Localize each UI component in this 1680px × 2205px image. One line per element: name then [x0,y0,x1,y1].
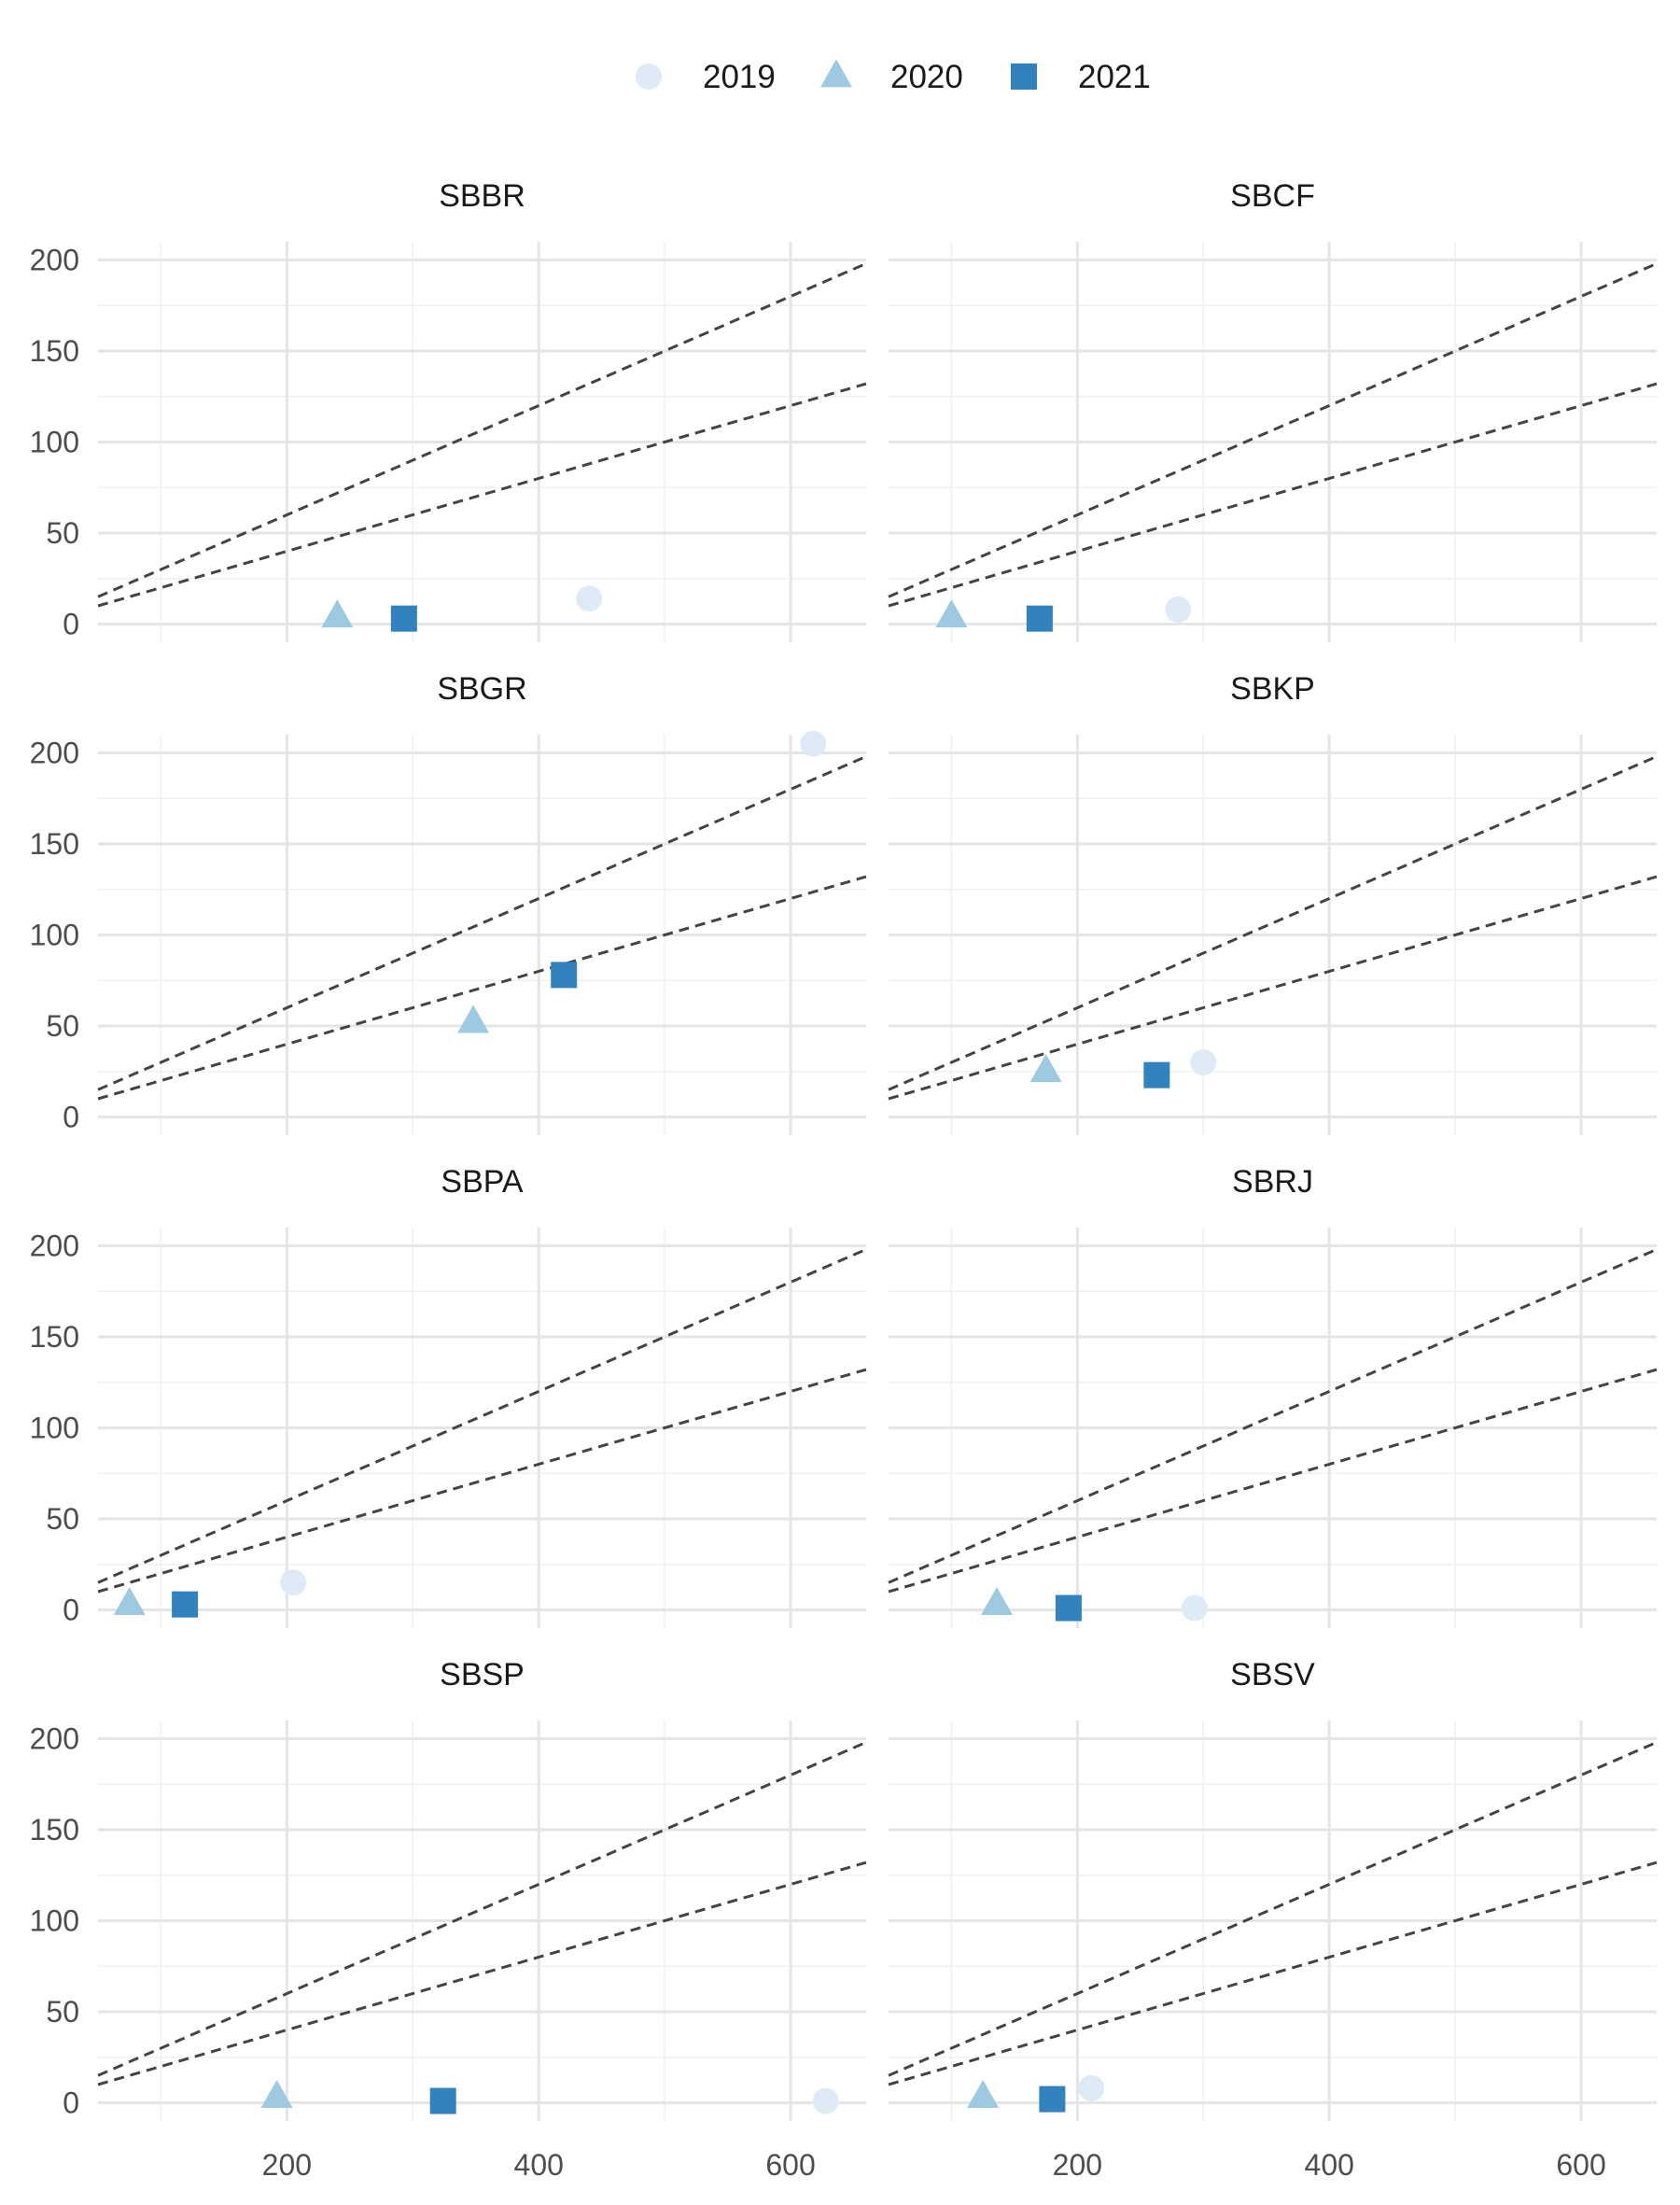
reference-line-2 [888,1861,1658,2086]
data-point-2019 [812,2087,839,2114]
data-point-2021 [390,605,417,632]
reference-line-1 [97,262,867,598]
y-tick-label: 150 [30,334,79,368]
reference-line-2 [888,382,1658,608]
x-tick-label: 600 [765,2148,815,2182]
data-point-2021 [1039,2086,1066,2113]
reference-line-1 [888,1248,1658,1584]
data-point-2021 [1055,1594,1082,1622]
x-tick-label: 200 [1053,2148,1102,2182]
y-tick-label: 0 [63,1101,79,1134]
y-tick-label: 100 [30,426,79,459]
data-point-2020 [981,1587,1014,1616]
legend: 2019 2020 2021 [636,59,1151,95]
x-tick-label: 600 [1556,2148,1605,2182]
reference-line-1 [97,1248,867,1584]
y-tick-label: 50 [46,1995,79,2029]
reference-line-2 [97,1368,867,1594]
data-point-2019 [576,585,603,612]
y-tick-label: 50 [46,1502,79,1536]
data-point-2020 [967,2080,1000,2109]
reference-line-2 [97,382,867,608]
data-point-2019 [1165,596,1192,623]
data-point-2021 [1026,605,1053,632]
x-tick-label: 200 [262,2148,312,2182]
y-tick-label: 100 [30,919,79,952]
reference-line-1 [97,755,867,1091]
data-point-2020 [1029,1054,1062,1083]
legend-marker-square [1011,63,1037,90]
legend-marker-circle [636,63,662,90]
panel-title: SBSV [1230,1657,1315,1692]
panel-SBCF: SBCF [888,178,1658,642]
data-point-2021 [1143,1061,1170,1088]
panel-title: SBSP [440,1657,525,1692]
y-tick-label: 200 [30,244,79,277]
y-tick-label: 150 [30,1813,79,1847]
data-point-2019 [1181,1594,1208,1622]
legend-marker-triangle [820,59,852,88]
data-point-2020 [260,2080,293,2109]
legend-entry-2020: 2020 [820,59,963,95]
reference-line-2 [97,1861,867,2086]
x-tick-label: 400 [1305,2148,1354,2182]
legend-label: 2021 [1078,59,1151,95]
panel-title: SBRJ [1232,1164,1313,1200]
y-tick-label: 0 [63,608,79,641]
data-point-2021 [551,962,578,989]
reference-line-1 [97,1741,867,2077]
y-tick-label: 150 [30,827,79,861]
legend-label: 2019 [703,59,776,95]
panel-SBSP: SBSP 0 50 100 150 200 [30,1657,867,2121]
data-point-2020 [935,599,968,628]
bottom-x-axis: 200 400 600 200 400 600 [262,2148,1606,2182]
panel-SBKP: SBKP [888,671,1658,1135]
panel-SBSV: SBSV [888,1657,1658,2121]
panel-title: SBGR [437,671,526,707]
facet-panels: SBBR 0 50 100 150 200 SBCF SBGR 0 50 100 150 200 SBKP… [30,178,1658,2121]
data-point-2020 [113,1587,146,1616]
data-point-2020 [321,599,354,628]
reference-line-2 [888,875,1658,1101]
y-tick-label: 0 [63,1594,79,1627]
reference-line-1 [888,262,1658,598]
panel-title: SBCF [1230,178,1315,214]
panel-SBGR: SBGR 0 50 100 150 200 [30,671,867,1135]
y-tick-label: 50 [46,516,79,550]
data-point-2019 [280,1569,307,1596]
data-point-2020 [457,1004,490,1033]
legend-label: 2020 [890,59,963,95]
data-point-2019 [1190,1049,1217,1075]
reference-line-1 [888,755,1658,1091]
y-tick-label: 100 [30,1904,79,1938]
y-tick-label: 200 [30,737,79,770]
panel-title: SBPA [441,1164,524,1200]
y-tick-label: 200 [30,1722,79,1756]
data-point-2019 [1078,2074,1105,2101]
y-tick-label: 100 [30,1411,79,1445]
reference-line-2 [97,875,867,1101]
data-point-2021 [172,1591,199,1618]
panel-SBRJ: SBRJ [888,1164,1658,1628]
y-tick-label: 0 [63,2086,79,2120]
y-tick-label: 150 [30,1320,79,1354]
panel-title: SBBR [439,178,525,214]
panel-SBBR: SBBR 0 50 100 150 200 [30,178,867,642]
reference-line-1 [888,1741,1658,2077]
data-point-2019 [800,730,827,757]
x-tick-label: 400 [514,2148,564,2182]
y-tick-label: 50 [46,1009,79,1043]
panel-title: SBKP [1230,671,1315,707]
legend-entry-2019: 2019 [636,59,776,95]
y-tick-label: 200 [30,1229,79,1263]
legend-entry-2021: 2021 [1011,59,1151,95]
panel-SBPA: SBPA 0 50 100 150 200 [30,1164,867,1628]
reference-line-2 [888,1368,1658,1594]
data-point-2021 [429,2087,456,2114]
